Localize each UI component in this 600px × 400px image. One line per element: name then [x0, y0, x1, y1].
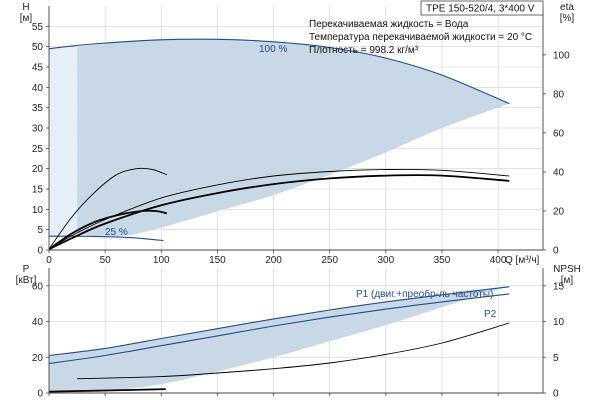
x-axis-title: Q [м³/ч] — [505, 255, 540, 266]
y-right-axis-title: NPSH — [553, 264, 581, 275]
y-tick-label: 55 — [32, 22, 44, 33]
y-tick-label: 45 — [32, 63, 44, 74]
series-line-4 — [49, 167, 168, 250]
y-tick-label: 15 — [32, 185, 44, 196]
info-line-1: Температура перекачиваемой жидкости = 20… — [309, 32, 532, 43]
y-tick-label: 35 — [32, 103, 44, 114]
x-tick-label: 350 — [434, 255, 451, 266]
x-tick-label: 300 — [377, 255, 394, 266]
series-line-1 — [49, 293, 510, 365]
series-label-p1: P1 (двиг.+преобр-ль частоты) — [356, 288, 493, 300]
head-plot: 0 5 10 15 20 25 30 35 40 45 50 55 0 20 40 60 80 100 H[м] et… — [20, 0, 575, 266]
series-line-0 — [49, 38, 510, 105]
y-right-tick-label: 0 — [553, 389, 559, 400]
x-tick-label: 0 — [46, 255, 52, 266]
y-tick-label: 40 — [32, 83, 44, 94]
y-right-tick-label: 80 — [553, 89, 565, 100]
light-operating-region — [49, 46, 78, 238]
y-axis-unit: [м] — [20, 13, 33, 24]
series-lines — [49, 38, 510, 250]
y-right-tick-label: 60 — [553, 128, 565, 139]
series-line-2 — [49, 174, 510, 250]
title-box — [420, 0, 544, 16]
axes: 0 5 10 15 20 25 30 35 40 45 50 55 0 20 40 60 80 100 H[м] et… — [20, 2, 575, 266]
y-tick-label: 40 — [32, 317, 44, 328]
series-line-3 — [49, 168, 510, 250]
x-tick-label: 50 — [100, 255, 112, 266]
y-axis-unit: [кВт] — [16, 275, 37, 286]
series-line-2 — [77, 322, 510, 380]
operating-area — [49, 39, 510, 238]
series-lines — [49, 286, 510, 393]
y-axis-title: H — [22, 2, 29, 13]
y-right-tick-label: 5 — [553, 353, 559, 364]
series-label-25: 25 % — [105, 227, 128, 238]
y-right-axis-unit: [%] — [560, 13, 575, 24]
series-line-1 — [49, 235, 164, 242]
operating-range-area — [77, 39, 510, 238]
y-right-tick-label: 0 — [553, 246, 559, 257]
x-tick-label: 250 — [321, 255, 338, 266]
y-right-tick-label: 15 — [553, 281, 565, 292]
y-tick-label: 20 — [32, 353, 44, 364]
y-tick-label: 60 — [32, 281, 44, 292]
axes: 0 20 40 60 0 5 10 15 P[кВт] NPSH[м] — [16, 264, 581, 400]
series-line-3 — [49, 388, 166, 393]
series-line-0 — [49, 286, 510, 357]
y-tick-label: 0 — [37, 389, 43, 400]
series-label-p2: P2 — [484, 309, 497, 320]
x-tick-label: 400 — [490, 255, 507, 266]
x-tick-label: 200 — [265, 255, 282, 266]
x-tick-label: 150 — [209, 255, 226, 266]
y-right-tick-label: 20 — [553, 206, 565, 217]
y-tick-label: 50 — [32, 42, 44, 53]
y-tick-label: 5 — [37, 225, 43, 236]
operating-range-area — [49, 285, 510, 393]
y-tick-label: 30 — [32, 124, 44, 135]
info-line-2: Плотность = 998.2 кг/м³ — [309, 45, 419, 56]
x-tick-label: 100 — [153, 255, 170, 266]
chart-title: TPE 150-520/4, 3*400 V — [426, 4, 535, 15]
y-axis-title: P — [23, 264, 30, 275]
info-line-0: Перекачиваемая жидкость = Вода — [309, 19, 469, 30]
y-tick-label: 10 — [32, 205, 44, 216]
y-right-tick-label: 40 — [553, 167, 565, 178]
y-tick-label: 20 — [32, 164, 44, 175]
series-line-5 — [49, 209, 168, 250]
y-tick-label: 0 — [37, 246, 43, 257]
power-npsh-plot: 0 20 40 60 0 5 10 15 P[кВт] NPSH[м] P1 (двиг.+прео… — [16, 264, 581, 400]
series-label-100: 100 % — [259, 44, 287, 55]
y-right-tick-label: 10 — [553, 317, 565, 328]
y-tick-label: 25 — [32, 144, 44, 155]
y-right-axis-title: eta — [560, 2, 574, 13]
y-right-axis-unit: [м] — [561, 275, 574, 286]
operating-area — [49, 285, 510, 393]
y-right-tick-label: 100 — [553, 50, 570, 61]
